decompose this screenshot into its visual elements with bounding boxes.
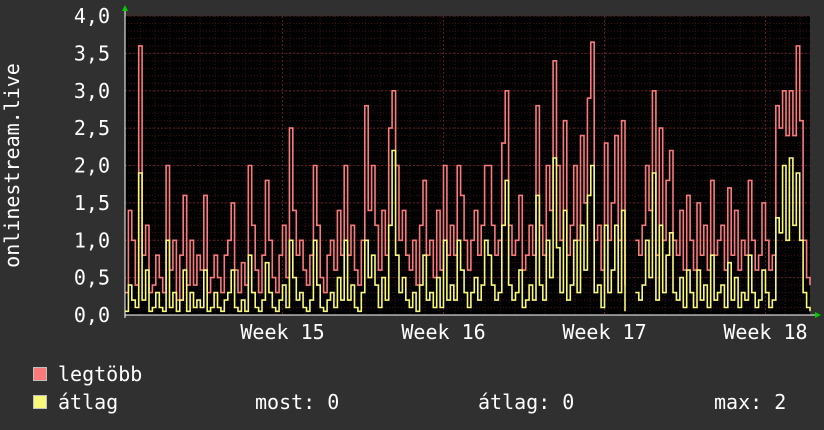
series-line-max	[125, 41, 811, 301]
legend-swatch-avg	[33, 395, 47, 409]
y-axis-arrow-icon	[122, 5, 128, 11]
y-tick-label: 3,5	[74, 41, 110, 65]
y-tick-label: 2,5	[74, 116, 110, 140]
legend-label-avg: átlag	[58, 390, 119, 414]
legend-most: most: 0	[255, 390, 340, 414]
x-tick-label: Week 18	[723, 320, 807, 344]
y-tick-label: 3,0	[74, 79, 110, 103]
y-tick-label: 0,5	[74, 266, 110, 290]
y-tick-label: 1,0	[74, 228, 110, 252]
series-line-avg	[125, 149, 811, 313]
x-tick-label: Week 15	[240, 320, 324, 344]
y-tick-label: 4,0	[74, 4, 110, 28]
x-tick-label: Week 17	[562, 320, 646, 344]
axes: 0,0 0,5 1,0 1,5 2,0 2,5 3,0 3,5 4,0 Week 15 Week 1…	[74, 4, 821, 344]
legend-max: max: 2	[714, 390, 787, 414]
series-layer	[125, 41, 811, 313]
legend-label-max: legtöbb	[58, 362, 143, 386]
y-axis-label: onlinestream.live	[0, 63, 24, 268]
legend-swatch-max	[33, 367, 47, 381]
x-axis-arrow-icon	[815, 312, 821, 318]
legend-atlag: átlag: 0	[478, 390, 575, 414]
x-tick-label: Week 16	[401, 320, 485, 344]
y-tick-label: 0,0	[74, 303, 110, 327]
y-tick-label: 1,5	[74, 191, 110, 215]
y-tick-label: 2,0	[74, 154, 110, 178]
